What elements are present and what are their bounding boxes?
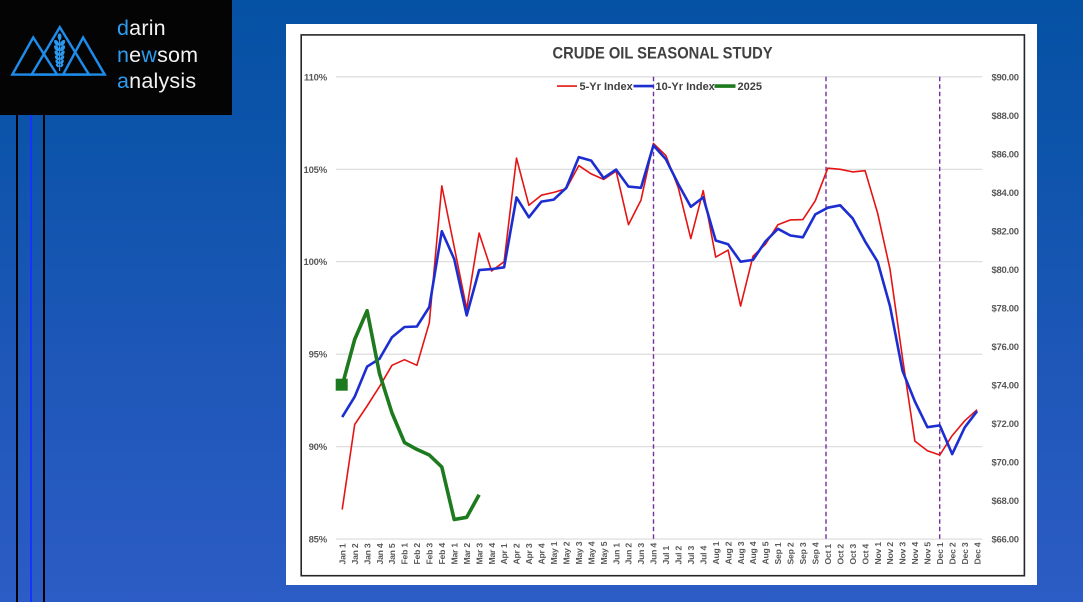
svg-text:Jan 2: Jan 2 <box>350 543 360 564</box>
svg-text:110%: 110% <box>304 72 328 83</box>
svg-text:Jul 3: Jul 3 <box>686 545 696 564</box>
svg-text:Jun 3: Jun 3 <box>636 543 646 565</box>
svg-text:Apr 4: Apr 4 <box>537 543 547 564</box>
svg-text:Jul 2: Jul 2 <box>674 545 684 564</box>
svg-text:Jan 5: Jan 5 <box>387 543 397 564</box>
svg-text:Oct 2: Oct 2 <box>835 544 845 565</box>
svg-text:$86.00: $86.00 <box>992 149 1019 160</box>
svg-text:$88.00: $88.00 <box>992 111 1019 122</box>
svg-text:Jun 2: Jun 2 <box>624 543 634 565</box>
svg-text:Nov 4: Nov 4 <box>910 542 920 565</box>
svg-text:$84.00: $84.00 <box>992 188 1019 199</box>
svg-text:Feb 4: Feb 4 <box>437 543 447 565</box>
svg-text:Aug 4: Aug 4 <box>748 541 758 564</box>
svg-text:Oct 4: Oct 4 <box>860 544 870 565</box>
svg-text:Jul 1: Jul 1 <box>661 545 671 564</box>
svg-text:85%: 85% <box>309 535 328 546</box>
svg-text:$66.00: $66.00 <box>992 535 1019 546</box>
svg-text:Aug 2: Aug 2 <box>723 541 733 564</box>
svg-text:Dec 4: Dec 4 <box>972 542 982 564</box>
svg-text:Nov 1: Nov 1 <box>873 542 883 565</box>
svg-text:Nov 3: Nov 3 <box>898 542 908 565</box>
svg-text:$80.00: $80.00 <box>992 265 1019 276</box>
svg-text:Dec 1: Dec 1 <box>935 542 945 564</box>
svg-text:$76.00: $76.00 <box>992 342 1019 353</box>
svg-text:5-Yr Index: 5-Yr Index <box>580 81 634 93</box>
svg-text:May 3: May 3 <box>574 541 584 564</box>
svg-text:105%: 105% <box>304 165 328 176</box>
svg-text:$72.00: $72.00 <box>992 419 1019 430</box>
svg-text:2025: 2025 <box>738 81 762 93</box>
svg-text:Jul 4: Jul 4 <box>698 545 708 564</box>
svg-text:$90.00: $90.00 <box>992 72 1019 83</box>
svg-text:Sep 4: Sep 4 <box>811 542 821 564</box>
svg-text:CRUDE OIL SEASONAL STUDY: CRUDE OIL SEASONAL STUDY <box>553 44 774 63</box>
svg-text:Apr 2: Apr 2 <box>512 543 522 564</box>
svg-text:Mar 2: Mar 2 <box>462 543 472 565</box>
svg-text:May 5: May 5 <box>599 541 609 564</box>
svg-text:Aug 5: Aug 5 <box>761 541 771 564</box>
svg-text:Nov 2: Nov 2 <box>885 542 895 565</box>
svg-text:Sep 1: Sep 1 <box>773 542 783 564</box>
svg-text:$78.00: $78.00 <box>992 304 1019 315</box>
svg-text:May 4: May 4 <box>586 541 596 564</box>
svg-text:Sep 2: Sep 2 <box>786 542 796 564</box>
svg-text:10-Yr Index: 10-Yr Index <box>656 81 716 93</box>
svg-text:Oct 1: Oct 1 <box>823 544 833 565</box>
svg-text:$68.00: $68.00 <box>992 496 1019 507</box>
svg-text:Mar 3: Mar 3 <box>474 543 484 565</box>
svg-text:Oct 3: Oct 3 <box>848 544 858 565</box>
svg-text:Jun 1: Jun 1 <box>611 543 621 565</box>
svg-text:Apr 1: Apr 1 <box>499 543 509 564</box>
svg-text:Mar 4: Mar 4 <box>487 543 497 565</box>
svg-text:Nov 5: Nov 5 <box>923 542 933 565</box>
svg-text:May 1: May 1 <box>549 541 559 564</box>
svg-text:Jan 1: Jan 1 <box>337 543 347 564</box>
svg-text:Aug 1: Aug 1 <box>711 541 721 564</box>
svg-text:Jan 4: Jan 4 <box>375 543 385 564</box>
svg-text:Dec 2: Dec 2 <box>948 542 958 564</box>
svg-text:Mar 1: Mar 1 <box>449 543 459 565</box>
svg-text:100%: 100% <box>304 257 328 268</box>
svg-text:Dec 3: Dec 3 <box>960 542 970 564</box>
svg-text:Feb 2: Feb 2 <box>412 543 422 565</box>
svg-text:$82.00: $82.00 <box>992 226 1019 237</box>
svg-text:$70.00: $70.00 <box>992 458 1019 469</box>
svg-text:95%: 95% <box>309 350 328 361</box>
svg-text:May 2: May 2 <box>562 541 572 564</box>
svg-text:Jan 3: Jan 3 <box>362 543 372 564</box>
svg-text:Aug 3: Aug 3 <box>736 541 746 564</box>
svg-text:Feb 1: Feb 1 <box>400 543 410 565</box>
svg-text:Feb 3: Feb 3 <box>425 543 435 565</box>
svg-text:Jun 4: Jun 4 <box>649 543 659 565</box>
svg-text:$74.00: $74.00 <box>992 381 1019 392</box>
svg-text:Apr 3: Apr 3 <box>524 543 534 564</box>
svg-text:Sep 3: Sep 3 <box>798 542 808 564</box>
svg-text:90%: 90% <box>309 442 328 453</box>
